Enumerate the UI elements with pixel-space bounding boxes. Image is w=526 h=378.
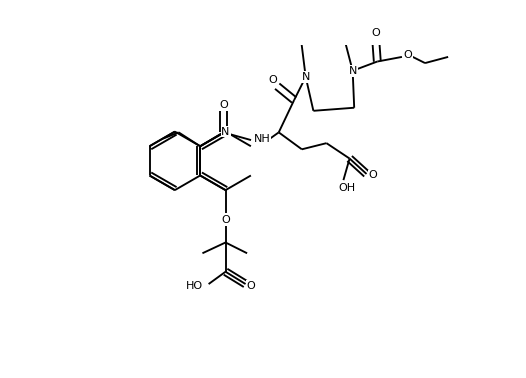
Text: NH: NH xyxy=(254,133,270,144)
Text: O: O xyxy=(371,28,380,38)
Text: N: N xyxy=(349,66,357,76)
Text: O: O xyxy=(368,170,377,180)
Text: HO: HO xyxy=(186,280,203,291)
Text: O: O xyxy=(247,280,255,291)
Text: O: O xyxy=(221,215,230,225)
Text: O: O xyxy=(404,50,412,60)
Text: N: N xyxy=(221,127,230,136)
Text: O: O xyxy=(268,75,277,85)
Text: OH: OH xyxy=(338,183,355,193)
Text: O: O xyxy=(219,100,228,110)
Text: N: N xyxy=(301,72,310,82)
